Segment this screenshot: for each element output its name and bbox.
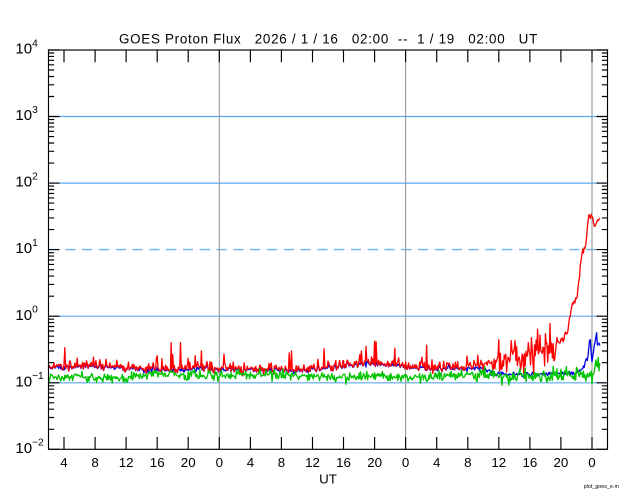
svg-text:8: 8	[278, 455, 285, 470]
svg-text:4: 4	[247, 455, 254, 470]
svg-text:16: 16	[150, 455, 165, 470]
svg-text:20: 20	[181, 455, 196, 470]
svg-text:20: 20	[367, 455, 382, 470]
svg-text:UT: UT	[319, 472, 337, 487]
svg-text:0: 0	[216, 455, 223, 470]
svg-text:16: 16	[336, 455, 351, 470]
svg-text:0: 0	[402, 455, 409, 470]
svg-text:4: 4	[60, 455, 67, 470]
svg-text:20: 20	[554, 455, 569, 470]
svg-text:8: 8	[91, 455, 98, 470]
svg-text:plot_goes_e.m: plot_goes_e.m	[584, 484, 620, 490]
svg-text:4: 4	[433, 455, 440, 470]
svg-text:8: 8	[464, 455, 471, 470]
svg-text:12: 12	[119, 455, 134, 470]
svg-text:16: 16	[523, 455, 538, 470]
svg-text:GOES Proton Flux 2026 / 1 /: GOES Proton Flux 2026 / 1 / 16 02:00 -- …	[119, 32, 538, 47]
svg-text:12: 12	[491, 455, 506, 470]
svg-text:12: 12	[305, 455, 320, 470]
svg-text:0: 0	[588, 455, 595, 470]
